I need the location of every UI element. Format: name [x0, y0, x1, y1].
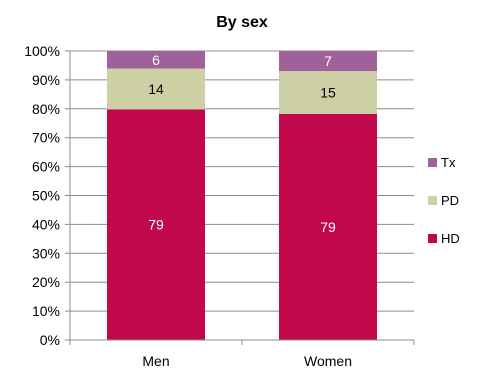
bars: 79 14 6 79 15 7 [107, 51, 377, 340]
legend-label: HD [441, 231, 460, 246]
legend-swatch-tx [428, 158, 437, 167]
y-tick-label: 0% [40, 332, 60, 348]
y-tick-label: 20% [32, 274, 60, 290]
legend-swatch-hd [428, 234, 437, 243]
x-category-label: Men [142, 353, 169, 369]
y-tick-label: 90% [32, 72, 60, 88]
data-label: 7 [324, 53, 332, 69]
y-tick-label: 100% [24, 43, 60, 59]
legend-swatch-pd [428, 196, 437, 205]
bar-segment-pd-women [279, 71, 377, 114]
bar-segment-pd-men [107, 68, 205, 110]
data-label: 15 [320, 84, 336, 100]
y-tick-label: 50% [32, 188, 60, 204]
data-label: 79 [320, 219, 336, 235]
bar-segment-tx-men [107, 51, 205, 69]
x-axis: Men Women [69, 339, 415, 369]
bar-segment-hd-women [279, 113, 377, 340]
legend-label: Tx [441, 155, 456, 170]
y-tick-label: 10% [32, 303, 60, 319]
data-label: 79 [148, 217, 164, 233]
y-tick-label: 30% [32, 245, 60, 261]
y-axis: 0% 10% 20% 30% 40% 50% 60% 70% 80% 90% 100% [24, 43, 71, 348]
y-tick-label: 60% [32, 159, 60, 175]
data-label: 14 [148, 81, 164, 97]
y-tick-label: 70% [32, 130, 60, 146]
y-tick-label: 40% [32, 216, 60, 232]
x-category-label: Women [304, 353, 352, 369]
legend-label: PD [441, 193, 459, 208]
chart-title: By sex [216, 14, 268, 31]
legend: Tx PD HD [428, 155, 460, 246]
data-label: 6 [152, 52, 160, 68]
bar-segment-tx-women [279, 51, 377, 72]
bar-segment-hd-men [107, 109, 205, 340]
y-tick-label: 80% [32, 101, 60, 117]
